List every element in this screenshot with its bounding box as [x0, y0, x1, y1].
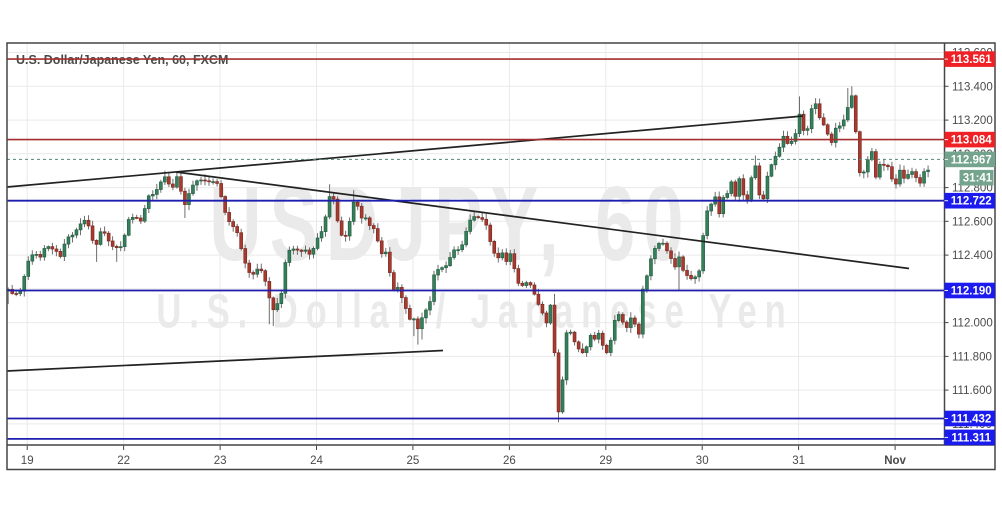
svg-text:111.432: 111.432 — [951, 414, 991, 426]
svg-text:113.200: 113.200 — [952, 115, 993, 127]
svg-text:111.600: 111.600 — [952, 385, 992, 397]
svg-text:Nov: Nov — [884, 455, 906, 467]
svg-text:112.722: 112.722 — [951, 196, 992, 208]
svg-text:111.800: 111.800 — [952, 351, 992, 363]
svg-text:24: 24 — [310, 455, 323, 467]
svg-text:112.190: 112.190 — [951, 286, 992, 298]
svg-text:31:41: 31:41 — [963, 173, 993, 185]
svg-text:30: 30 — [696, 455, 709, 467]
svg-text:112.800: 112.800 — [952, 183, 993, 195]
svg-text:19: 19 — [21, 455, 34, 467]
svg-text:31: 31 — [792, 455, 805, 467]
svg-text:29: 29 — [599, 455, 612, 467]
svg-text:111.311: 111.311 — [951, 432, 991, 444]
svg-text:112.600: 112.600 — [952, 216, 993, 228]
svg-text:112.000: 112.000 — [952, 318, 993, 330]
svg-text:113.400: 113.400 — [952, 81, 993, 93]
svg-text:U.S. Dollar / Japanese Yen: U.S. Dollar / Japanese Yen — [156, 284, 793, 338]
svg-text:112.967: 112.967 — [951, 154, 992, 166]
svg-text:U.S. Dollar/Japanese Yen, 60,: U.S. Dollar/Japanese Yen, 60, FXCM — [16, 53, 228, 67]
svg-text:112.400: 112.400 — [952, 250, 993, 262]
svg-text:26: 26 — [503, 455, 516, 467]
svg-text:22: 22 — [117, 455, 130, 467]
svg-text:23: 23 — [214, 455, 227, 467]
svg-text:25: 25 — [407, 455, 420, 467]
svg-text:113.084: 113.084 — [951, 135, 993, 147]
svg-text:113.561: 113.561 — [951, 54, 993, 66]
